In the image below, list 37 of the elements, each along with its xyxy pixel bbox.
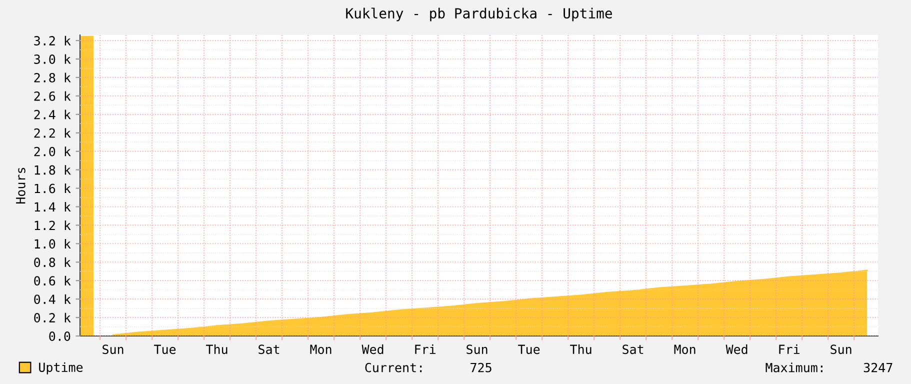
x-tick-label: Mon	[674, 344, 696, 354]
y-tick-label: 0.8 k	[34, 257, 71, 268]
y-tick-label: 1.0 k	[34, 238, 71, 249]
x-tick-label: Mon	[310, 344, 332, 354]
text: Maximum: 3247	[766, 362, 892, 372]
x-tick-label: Sun	[830, 344, 852, 354]
legend-label: Uptime	[39, 362, 83, 374]
x-tick-label: Sat	[258, 344, 280, 354]
y-tick-label: 2.8 k	[34, 72, 71, 82]
y-tick-label: 0.6 k	[34, 276, 71, 286]
y-tick-label: 2.0 k	[34, 146, 71, 156]
x-tick-label: Sun	[466, 344, 488, 354]
y-tick-label: 0.4 k	[34, 294, 71, 304]
y-tick-label: 1.8 k	[34, 165, 71, 175]
text: Current: 725	[365, 362, 492, 372]
y-tick-label: 3.0 k	[34, 54, 71, 64]
x-tick-label: Sun	[102, 344, 124, 354]
x-tick-label: Thu	[206, 344, 228, 354]
y-tick-label: 1.2 k	[34, 220, 71, 230]
y-tick-label: 1.4 k	[34, 202, 71, 212]
x-tick-label: Fri	[415, 344, 436, 354]
y-tick-label: 1.6 k	[34, 184, 71, 194]
x-tick-label: Tue	[518, 344, 540, 354]
y-tick-label: 2.6 k	[34, 91, 71, 101]
y-axis-title: Hours	[16, 168, 26, 204]
x-tick-label: Thu	[570, 344, 592, 354]
y-tick-label: 0.0	[49, 332, 70, 341]
y-tick-label: 3.2 k	[34, 36, 71, 46]
x-tick-label: Sat	[622, 344, 644, 354]
chart-title: Kukleny - pb Pardubicka - Uptime	[346, 8, 612, 22]
x-tick-label: Fri	[779, 344, 800, 354]
x-tick-label: Wed	[726, 344, 748, 354]
x-tick-label: Tue	[154, 344, 176, 354]
x-tick-label: Wed	[362, 344, 384, 354]
y-tick-label: 2.4 k	[34, 110, 71, 120]
y-tick-label: 2.2 k	[34, 128, 71, 138]
y-tick-label: 0.2 k	[34, 312, 71, 322]
